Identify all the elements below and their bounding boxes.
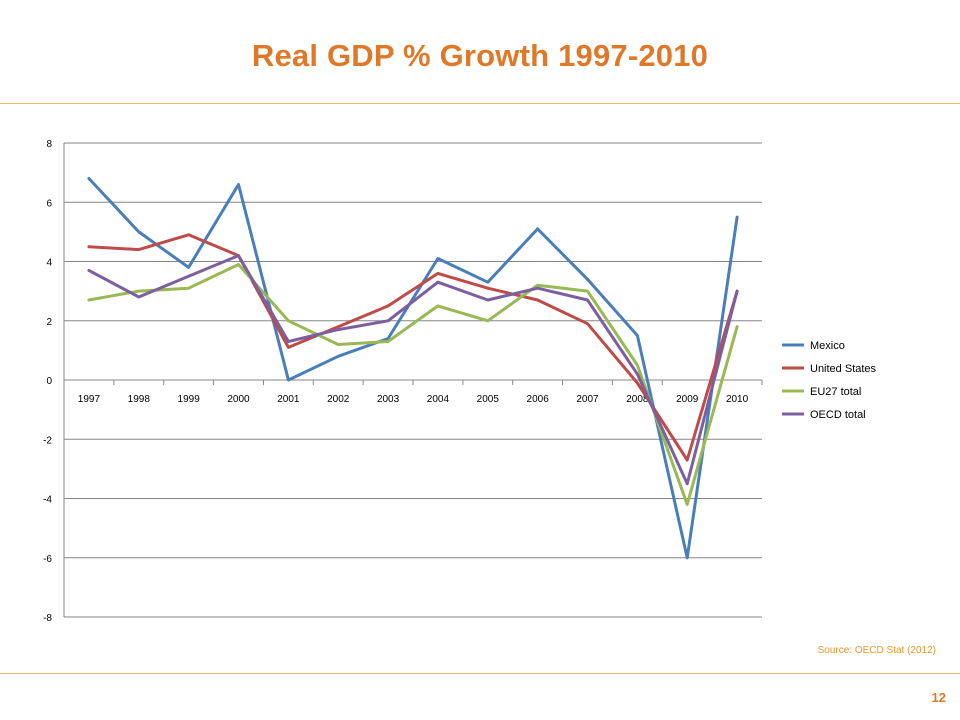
- slide-title: Real GDP % Growth 1997-2010: [251, 38, 709, 73]
- legend-label: EU27 total: [810, 386, 861, 398]
- x-tick-label: 2000: [227, 394, 250, 405]
- top-divider: [0, 103, 960, 104]
- x-tick-label: 2007: [576, 394, 599, 405]
- x-tick-label: 2008: [626, 394, 649, 405]
- series-line-eu27-total: [87, 263, 739, 506]
- x-tick-label: 2001: [277, 394, 300, 405]
- x-tick-label: 2005: [477, 394, 500, 405]
- legend-label: Mexico: [810, 340, 845, 352]
- y-tick-label: 0: [46, 376, 52, 387]
- y-tick-label: 4: [46, 258, 52, 269]
- y-tick-label: -4: [43, 495, 52, 506]
- page-number: 12: [931, 690, 946, 705]
- y-tick-label: -6: [43, 554, 52, 565]
- source-note: Source: OECD Stat (2012): [817, 645, 936, 656]
- y-tick-label: 6: [46, 198, 52, 209]
- legend-label: United States: [810, 363, 877, 375]
- x-tick-label: 2004: [427, 394, 450, 405]
- x-tick-label: 1999: [178, 394, 201, 405]
- series-line-oecd-total: [87, 254, 739, 486]
- y-tick-label: -8: [43, 613, 52, 624]
- x-tick-label: 2002: [327, 394, 350, 405]
- y-tick-label: 2: [46, 317, 52, 328]
- x-tick-label: 2010: [726, 394, 749, 405]
- y-tick-label: -2: [43, 435, 52, 446]
- series-lines: [87, 177, 739, 560]
- bottom-divider: [0, 673, 960, 674]
- legend-label: OECD total: [810, 409, 866, 421]
- chart-legend: Mexico United States EU27 total OECD total: [782, 340, 877, 421]
- chart-axes: 8 6 4 2 0 -2 -4 -6 -8 1997 1998 1999 2000 2001 2002 200…: [43, 139, 763, 624]
- series-line-mexico: [87, 177, 739, 560]
- x-tick-label: 2009: [676, 394, 699, 405]
- x-tick-label: 1997: [78, 394, 101, 405]
- y-tick-label: 8: [46, 139, 52, 150]
- series-line-united-states: [87, 233, 739, 462]
- x-tick-label: 1998: [128, 394, 151, 405]
- x-tick-label: 2003: [377, 394, 400, 405]
- x-tick-label: 2006: [527, 394, 550, 405]
